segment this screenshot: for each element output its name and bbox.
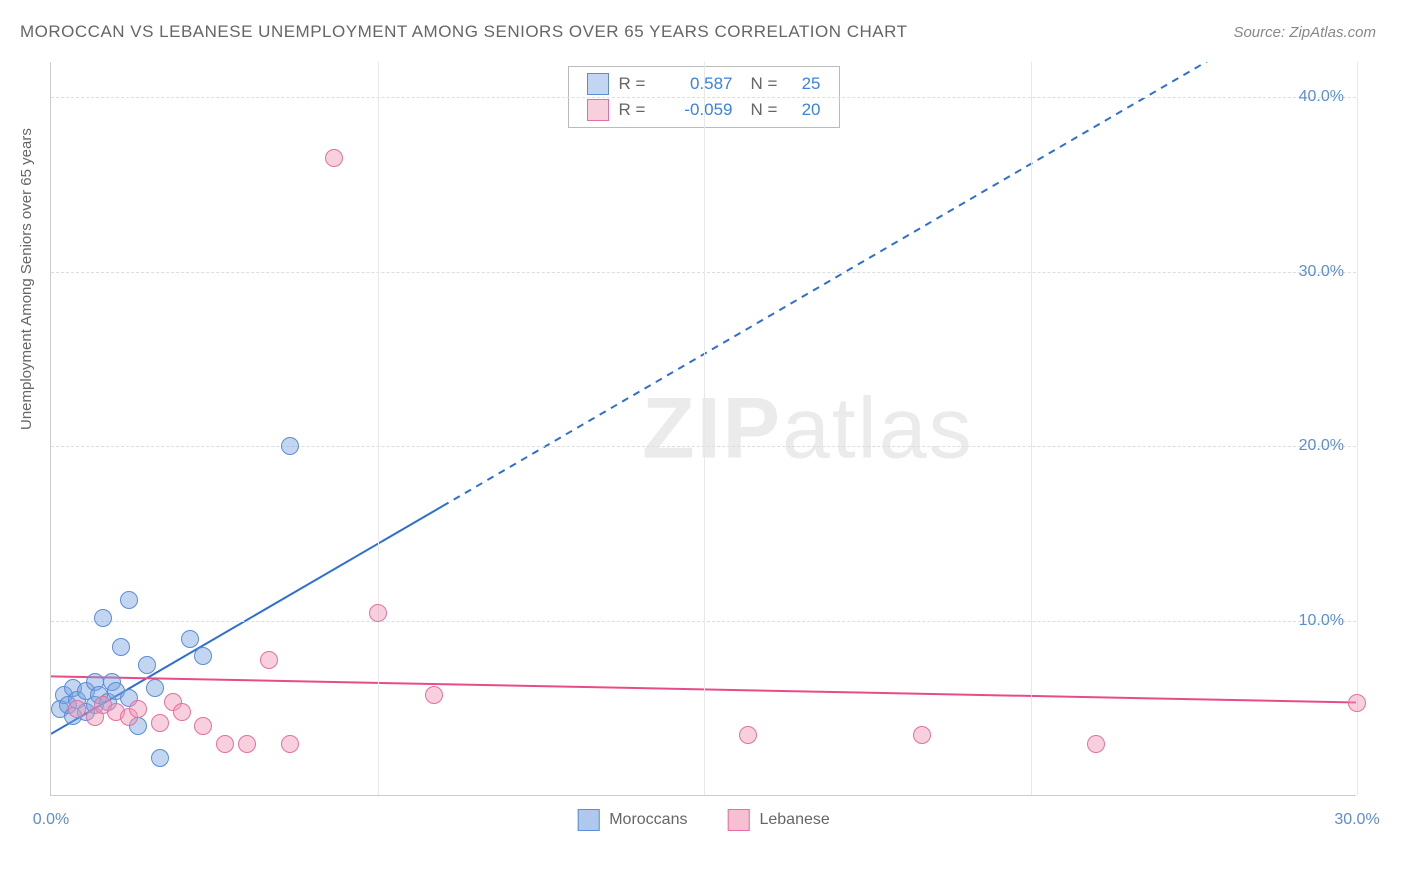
legend-swatch: [727, 809, 749, 831]
chart-title: MOROCCAN VS LEBANESE UNEMPLOYMENT AMONG …: [20, 22, 907, 42]
data-point[interactable]: [281, 437, 299, 455]
y-tick-label: 40.0%: [1299, 88, 1344, 106]
data-point[interactable]: [120, 591, 138, 609]
x-legend-item: Lebanese: [727, 809, 829, 831]
data-point[interactable]: [1348, 694, 1366, 712]
data-point[interactable]: [151, 714, 169, 732]
x-tick-label: 30.0%: [1334, 811, 1379, 829]
n-label: N =: [751, 74, 781, 94]
data-point[interactable]: [151, 749, 169, 767]
legend-swatch: [577, 809, 599, 831]
data-point[interactable]: [281, 735, 299, 753]
gridline-vertical: [1357, 62, 1358, 795]
y-tick-label: 10.0%: [1299, 612, 1344, 630]
x-legend-label: Lebanese: [759, 811, 829, 829]
x-legend-label: Moroccans: [609, 811, 687, 829]
data-point[interactable]: [138, 656, 156, 674]
watermark-rest: atlas: [782, 380, 974, 476]
data-point[interactable]: [739, 726, 757, 744]
data-point[interactable]: [260, 651, 278, 669]
data-point[interactable]: [913, 726, 931, 744]
y-tick-label: 20.0%: [1299, 437, 1344, 455]
data-point[interactable]: [146, 679, 164, 697]
x-legend-item: Moroccans: [577, 809, 687, 831]
data-point[interactable]: [181, 630, 199, 648]
data-point[interactable]: [216, 735, 234, 753]
data-point[interactable]: [94, 609, 112, 627]
gridline-vertical: [1031, 62, 1032, 795]
data-point[interactable]: [68, 700, 86, 718]
r-value: -0.059: [663, 100, 733, 120]
data-point[interactable]: [369, 604, 387, 622]
r-value: 0.587: [663, 74, 733, 94]
plot-area: ZIPatlas R =0.587N =25R =-0.059N =20 Mor…: [50, 62, 1356, 796]
watermark-bold: ZIP: [642, 380, 782, 476]
data-point[interactable]: [194, 717, 212, 735]
n-label: N =: [751, 100, 781, 120]
data-point[interactable]: [129, 700, 147, 718]
r-label: R =: [619, 100, 653, 120]
gridline-vertical: [378, 62, 379, 795]
data-point[interactable]: [194, 647, 212, 665]
x-tick-label: 0.0%: [33, 811, 69, 829]
data-point[interactable]: [425, 686, 443, 704]
gridline-vertical: [704, 62, 705, 795]
x-axis-legend: Moroccans Lebanese: [577, 809, 830, 831]
data-point[interactable]: [238, 735, 256, 753]
n-value: 25: [791, 74, 821, 94]
data-point[interactable]: [173, 703, 191, 721]
y-tick-label: 30.0%: [1299, 263, 1344, 281]
legend-swatch: [587, 73, 609, 95]
watermark: ZIPatlas: [642, 379, 973, 478]
data-point[interactable]: [325, 149, 343, 167]
y-axis-label: Unemployment Among Seniors over 65 years: [18, 128, 35, 430]
data-point[interactable]: [112, 638, 130, 656]
r-label: R =: [619, 74, 653, 94]
legend-swatch: [587, 99, 609, 121]
n-value: 20: [791, 100, 821, 120]
data-point[interactable]: [1087, 735, 1105, 753]
source-attribution: Source: ZipAtlas.com: [1233, 24, 1376, 41]
